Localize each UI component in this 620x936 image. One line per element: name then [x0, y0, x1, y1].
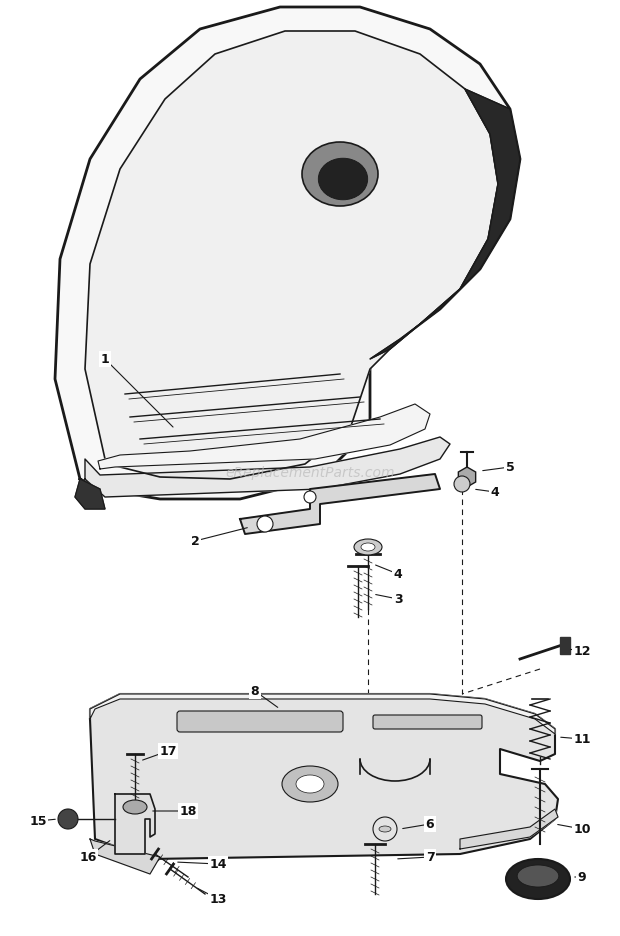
Polygon shape: [90, 695, 555, 734]
Ellipse shape: [296, 775, 324, 793]
Polygon shape: [560, 637, 570, 654]
Polygon shape: [85, 32, 498, 479]
Ellipse shape: [354, 539, 382, 555]
Text: 15: 15: [29, 814, 46, 827]
Text: 9: 9: [578, 870, 587, 884]
Ellipse shape: [282, 767, 338, 802]
Text: 1: 1: [100, 353, 109, 366]
Text: eReplacementParts.com: eReplacementParts.com: [225, 466, 395, 479]
Polygon shape: [90, 695, 558, 859]
Polygon shape: [90, 839, 160, 874]
Polygon shape: [370, 90, 520, 359]
Ellipse shape: [517, 865, 559, 887]
Ellipse shape: [304, 491, 316, 504]
Text: 6: 6: [426, 818, 435, 830]
Text: 2: 2: [190, 535, 200, 548]
FancyBboxPatch shape: [177, 711, 343, 732]
Polygon shape: [55, 8, 520, 500]
Polygon shape: [85, 437, 450, 497]
Polygon shape: [240, 475, 440, 534]
Polygon shape: [460, 809, 558, 849]
Text: 5: 5: [506, 461, 515, 474]
Ellipse shape: [361, 544, 375, 551]
Polygon shape: [98, 404, 430, 470]
Ellipse shape: [379, 826, 391, 832]
Text: 12: 12: [574, 645, 591, 658]
Ellipse shape: [58, 809, 78, 829]
Polygon shape: [75, 479, 105, 509]
Text: 18: 18: [179, 805, 197, 818]
Text: 11: 11: [574, 733, 591, 746]
Text: 16: 16: [79, 851, 97, 864]
Text: 3: 3: [394, 592, 402, 606]
Ellipse shape: [318, 159, 368, 200]
Ellipse shape: [506, 859, 570, 899]
FancyBboxPatch shape: [373, 715, 482, 729]
Ellipse shape: [302, 143, 378, 207]
Text: 7: 7: [425, 851, 435, 864]
Text: 14: 14: [210, 857, 227, 870]
Text: 13: 13: [210, 893, 227, 905]
Text: 4: 4: [490, 486, 499, 499]
Ellipse shape: [257, 517, 273, 533]
Ellipse shape: [123, 800, 147, 814]
Text: 4: 4: [394, 568, 402, 581]
Ellipse shape: [454, 476, 470, 492]
Text: 8: 8: [250, 685, 259, 697]
Text: 17: 17: [159, 745, 177, 757]
Text: 10: 10: [574, 823, 591, 836]
Polygon shape: [115, 794, 155, 854]
